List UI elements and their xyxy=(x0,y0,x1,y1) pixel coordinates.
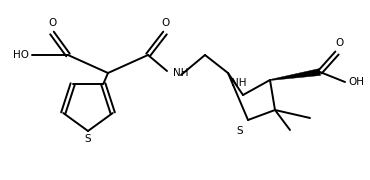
Text: NH: NH xyxy=(173,68,188,78)
Text: O: O xyxy=(48,18,56,28)
Text: S: S xyxy=(85,134,91,144)
Text: NH: NH xyxy=(231,78,247,88)
Text: O: O xyxy=(335,38,343,48)
Text: O: O xyxy=(161,18,169,28)
Text: S: S xyxy=(237,126,243,136)
Polygon shape xyxy=(270,69,320,80)
Text: HO: HO xyxy=(13,50,29,60)
Text: OH: OH xyxy=(348,77,364,87)
